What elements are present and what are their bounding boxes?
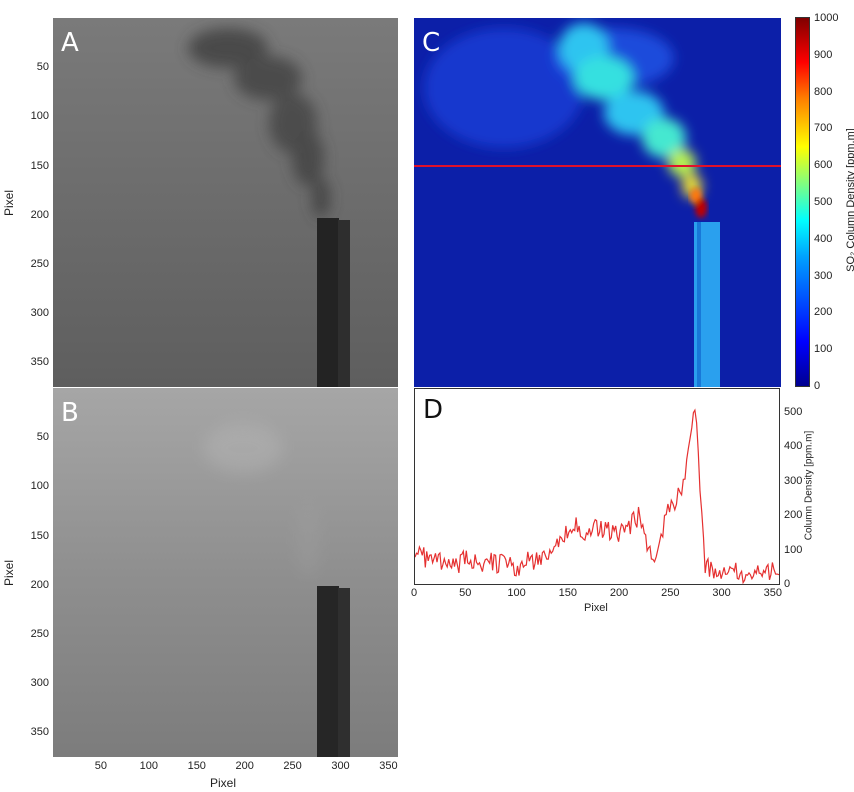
colorbar-tick-label: 700 bbox=[814, 122, 833, 135]
colorbar-tick-label: 1000 bbox=[814, 12, 839, 24]
panel-d-xtick-label: 150 bbox=[558, 587, 577, 599]
panel-a-image: A bbox=[53, 18, 398, 387]
colorbar-tick-label: 600 bbox=[814, 159, 833, 172]
panel-d-xtick-label: 200 bbox=[609, 587, 629, 599]
panel-b-ytick-label: 150 bbox=[30, 529, 49, 542]
panel-c-plume bbox=[424, 23, 702, 198]
panel-b-xtick-label: 200 bbox=[235, 760, 254, 772]
panel-b-xtick-label: 250 bbox=[283, 760, 302, 772]
panel-c-letter: C bbox=[422, 28, 441, 58]
colorbar-tick-label: 800 bbox=[814, 85, 833, 98]
colorbar bbox=[795, 17, 810, 387]
panel-a-ytick-label: 300 bbox=[30, 307, 49, 320]
panel-b-letter: B bbox=[61, 398, 79, 428]
colorbar-tick-label: 100 bbox=[814, 343, 833, 356]
panel-b-ytick-label: 200 bbox=[30, 578, 49, 591]
panel-d-ytick-label: 300 bbox=[784, 474, 803, 487]
panel-b-ylabel: Pixel bbox=[2, 559, 17, 587]
panel-d-frame: D bbox=[414, 388, 780, 585]
panel-b-chimney bbox=[317, 586, 350, 757]
panel-b-xtick-label: 350 bbox=[379, 760, 398, 772]
panel-d-ytick-label: 100 bbox=[784, 543, 803, 556]
panel-a-svg bbox=[53, 18, 398, 387]
panel-d-xtick-label: 250 bbox=[661, 587, 680, 599]
panel-b-xlabel: Pixel bbox=[210, 776, 237, 790]
panel-c-plume-core bbox=[690, 188, 707, 218]
panel-d-xtick-label: 0 bbox=[410, 587, 418, 599]
panel-c-image: C bbox=[414, 18, 781, 387]
panel-b-ytick-label: 100 bbox=[30, 480, 49, 493]
panel-b-ytick-label: 50 bbox=[36, 431, 49, 444]
panel-b-xtick-label: 50 bbox=[94, 760, 108, 772]
panel-a-ytick-label: 250 bbox=[30, 258, 49, 270]
panel-a-chimney bbox=[317, 218, 350, 387]
panel-a-smoke-plume bbox=[188, 28, 330, 218]
panel-b-xtick-label: 300 bbox=[331, 760, 350, 772]
panel-b-ytick-label: 300 bbox=[30, 677, 49, 690]
panel-d-ytick-label: 400 bbox=[784, 440, 803, 453]
panel-d-line-series bbox=[415, 408, 780, 585]
panel-a-letter: A bbox=[61, 28, 79, 58]
colorbar-tick-label: 200 bbox=[814, 306, 833, 319]
panel-c-chimney bbox=[694, 222, 720, 387]
colorbar-tick-label: 900 bbox=[814, 48, 833, 61]
panel-b-ytick-label: 250 bbox=[30, 628, 49, 640]
panel-a-ytick-label: 50 bbox=[36, 61, 49, 74]
panel-b-xtick-label: 150 bbox=[187, 760, 206, 772]
panel-b-faint-plume bbox=[203, 423, 320, 578]
panel-d-ylabel: Column Density [ppm.m] bbox=[803, 430, 815, 541]
panel-b-svg bbox=[53, 388, 398, 757]
panel-d-xtick-label: 100 bbox=[507, 587, 526, 599]
panel-d-xtick-label: 50 bbox=[459, 587, 472, 599]
colorbar-tick-label: 500 bbox=[814, 196, 833, 208]
panel-a-ytick-label: 200 bbox=[30, 208, 49, 221]
panel-d-ytick-label: 500 bbox=[784, 405, 803, 418]
panel-d-svg bbox=[415, 408, 780, 585]
panel-a-ylabel: Pixel bbox=[2, 189, 17, 217]
panel-a-ytick-label: 100 bbox=[30, 110, 49, 123]
panel-d-xlabel: Pixel bbox=[584, 602, 608, 614]
panel-b-image: B bbox=[53, 388, 398, 757]
colorbar-tick-label: 0 bbox=[814, 380, 821, 392]
panel-c-svg bbox=[414, 18, 781, 387]
panel-d-ytick-label: 200 bbox=[784, 509, 803, 522]
colorbar-tick-label: 400 bbox=[814, 232, 833, 245]
panel-d-ytick-label: 0 bbox=[784, 578, 791, 590]
panel-d-xtick-label: 350 bbox=[763, 587, 783, 599]
panel-a-ytick-label: 150 bbox=[30, 159, 49, 172]
colorbar-tick-label: 300 bbox=[814, 269, 833, 282]
panel-b-ytick-label: 350 bbox=[30, 726, 49, 739]
panel-d-letter: D bbox=[423, 395, 444, 425]
panel-d-xtick-label: 300 bbox=[712, 587, 731, 599]
panel-a-ytick-label: 350 bbox=[30, 356, 49, 369]
colorbar-label: SO₂ Column Density [ppm.m] bbox=[845, 128, 854, 272]
panel-b-xtick-label: 100 bbox=[139, 760, 159, 772]
